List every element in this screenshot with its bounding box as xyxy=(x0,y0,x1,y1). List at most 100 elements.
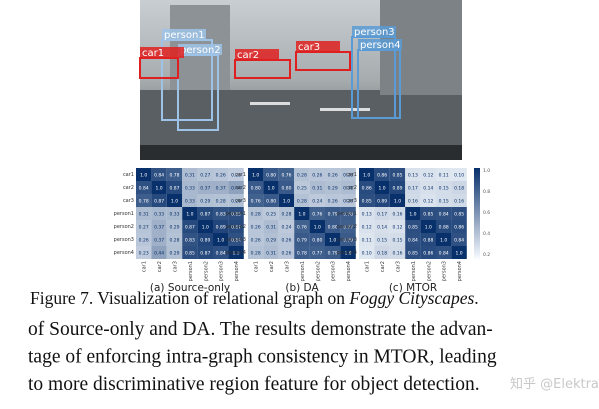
row-label: car2 xyxy=(123,185,134,191)
cell-value: 0.31 xyxy=(139,212,149,218)
heatmap-cell xyxy=(294,233,310,246)
cell-value: 0.77 xyxy=(312,251,322,257)
column-label: person3 xyxy=(219,261,225,281)
column-label: person4 xyxy=(234,261,240,281)
cell-value: 0.26 xyxy=(328,199,338,205)
cell-value: 0.80 xyxy=(312,238,322,244)
cell-value: 0.76 xyxy=(251,199,261,205)
column-label: person1 xyxy=(188,261,194,281)
panel-caption: (c) MTOR xyxy=(389,282,437,294)
heatmap-cell xyxy=(340,246,356,259)
cell-value: 0.31 xyxy=(185,173,195,179)
cell-value: 0.24 xyxy=(312,199,322,205)
heatmap-cell xyxy=(213,181,229,194)
cell-value: 0.79 xyxy=(343,238,353,244)
heatmap-cell xyxy=(325,207,341,220)
cell-value: 0.86 xyxy=(423,251,433,257)
heatmap-cell xyxy=(405,207,421,220)
cell-value: 0.27 xyxy=(200,173,210,179)
heatmap-cell xyxy=(309,207,325,220)
row-label: person4 xyxy=(114,250,134,256)
heatmap-cell xyxy=(228,233,244,246)
box-label: person2 xyxy=(180,45,221,56)
cell-value: 0.26 xyxy=(251,225,261,231)
row-label: person1 xyxy=(337,211,357,217)
cell-value: 1.0 xyxy=(186,212,193,218)
heatmap-cell xyxy=(340,194,356,207)
cell-value: 0.16 xyxy=(454,199,464,205)
row-label: person4 xyxy=(337,250,357,256)
cell-value: 0.84 xyxy=(439,251,449,257)
heatmap-cell xyxy=(278,246,295,259)
cell-value: 0.89 xyxy=(392,186,402,192)
box-label: car3 xyxy=(298,42,320,53)
heatmap-cell xyxy=(309,233,325,246)
row-label: person3 xyxy=(226,237,246,243)
cell-value: 0.29 xyxy=(328,186,338,192)
cell-value: 0.12 xyxy=(362,225,372,231)
cell-value: 0.84 xyxy=(408,238,418,244)
box-label: car1 xyxy=(142,48,164,59)
cell-value: 0.23 xyxy=(231,173,241,179)
cell-value: 1.0 xyxy=(171,199,178,205)
cell-value: 0.78 xyxy=(169,173,179,179)
heatmap-cell xyxy=(451,246,467,259)
heatmap-cell xyxy=(436,220,452,233)
cell-value: 0.11 xyxy=(439,173,449,179)
heatmap-cell xyxy=(182,207,198,220)
heatmap-cell xyxy=(151,233,167,246)
heatmap-cell xyxy=(359,220,375,233)
cell-value: 0.28 xyxy=(343,173,353,179)
heatmap-cell xyxy=(359,168,375,181)
cell-value: 0.87 xyxy=(200,212,210,218)
heatmap-cell xyxy=(374,220,390,233)
heatmap-cell xyxy=(136,220,152,233)
cell-value: 0.33 xyxy=(185,186,195,192)
cell-value: 0.86 xyxy=(377,173,387,179)
cell-value: 0.85 xyxy=(408,225,418,231)
cell-value: 0.86 xyxy=(362,186,372,192)
cell-value: 0.15 xyxy=(392,238,402,244)
photo xyxy=(140,0,462,160)
box-label-bg xyxy=(235,49,279,60)
cell-value: 0.85 xyxy=(185,251,195,257)
cell-value: 0.29 xyxy=(266,238,276,244)
cell-value: 0.87 xyxy=(169,186,179,192)
cell-value: 0.76 xyxy=(281,173,291,179)
heatmap-cell xyxy=(325,181,341,194)
cell-value: 0.29 xyxy=(231,199,241,205)
cell-value: 0.77 xyxy=(343,225,353,231)
heatmap-cell xyxy=(182,168,198,181)
column-label: person3 xyxy=(442,261,448,281)
row-label: car2 xyxy=(235,185,246,191)
cell-value: 0.33 xyxy=(169,212,179,218)
heatmap-cell xyxy=(309,181,325,194)
heatmap-cell xyxy=(278,233,295,246)
heatmap-cell xyxy=(248,181,264,194)
heatmap-cell xyxy=(436,194,452,207)
heatmap-cell xyxy=(389,233,406,246)
cell-value: 0.31 xyxy=(312,186,322,192)
heatmap-cell xyxy=(359,194,375,207)
heatmap-cell xyxy=(263,168,279,181)
box-label: person1 xyxy=(164,30,205,41)
cell-value: 0.17 xyxy=(408,186,418,192)
colorbar-tick-label: 0.6 xyxy=(483,210,490,216)
cell-value: 0.26 xyxy=(139,238,149,244)
cell-value: 0.87 xyxy=(200,251,210,257)
heatmap-cell xyxy=(248,194,264,207)
cell-value: 0.24 xyxy=(281,225,291,231)
cell-value: 0.83 xyxy=(185,238,195,244)
heatmap-cell xyxy=(420,168,436,181)
heatmap-cell xyxy=(374,207,390,220)
cell-value: 0.31 xyxy=(343,186,353,192)
heatmap-cell xyxy=(263,246,279,259)
heatmap-cell xyxy=(436,207,452,220)
column-label: person1 xyxy=(300,261,306,281)
cell-value: 0.85 xyxy=(454,212,464,218)
heatmap-cell xyxy=(182,246,198,259)
cell-value: 0.26 xyxy=(281,238,291,244)
cell-value: 0.26 xyxy=(328,173,338,179)
cell-value: 0.14 xyxy=(377,225,387,231)
heatmap-cell xyxy=(420,246,436,259)
